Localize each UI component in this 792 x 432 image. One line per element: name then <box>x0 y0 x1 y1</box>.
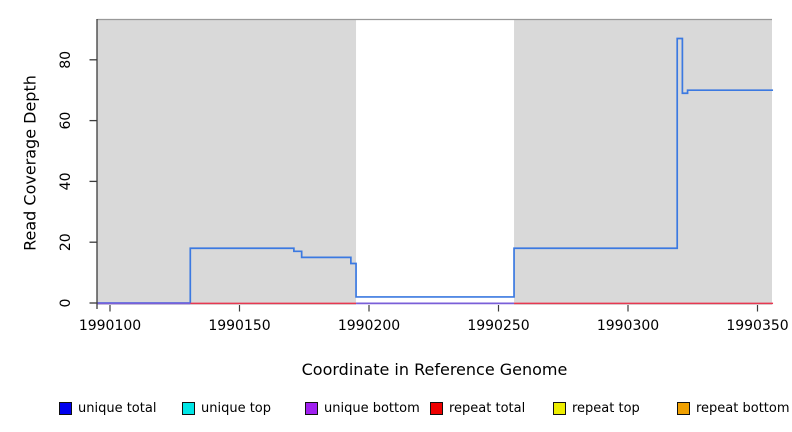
legend-swatch <box>430 401 443 415</box>
x-tick-label: 1990300 <box>597 318 659 334</box>
legend-item-repeat-total: repeat total <box>430 399 525 417</box>
x-tick-label: 1990250 <box>467 318 529 334</box>
y-tick-label: 60 <box>58 112 74 130</box>
legend-label: unique bottom <box>324 400 420 416</box>
legend-swatch <box>182 401 195 415</box>
x-tick-label: 1990200 <box>338 318 400 334</box>
x-axis-label: Coordinate in Reference Genome <box>301 360 568 379</box>
y-axis-label: Read Coverage Depth <box>20 75 40 251</box>
legend-item-repeat-top: repeat top <box>553 399 640 417</box>
x-tick-label: 1990100 <box>79 318 141 334</box>
y-tick-label: 0 <box>58 299 74 308</box>
x-tick-label: 1990150 <box>208 318 270 334</box>
legend-swatch <box>59 401 72 415</box>
legend-swatch <box>553 401 566 415</box>
legend-swatch <box>305 401 318 415</box>
legend-swatch <box>677 401 690 415</box>
y-tick-label: 80 <box>58 51 74 69</box>
coverage-step-line <box>97 37 774 304</box>
legend-label: repeat bottom <box>696 400 790 416</box>
legend-item-unique-top: unique top <box>182 399 271 417</box>
legend-item-unique-bottom: unique bottom <box>305 399 420 417</box>
legend-item-repeat-bottom: repeat bottom <box>677 399 790 417</box>
legend-label: unique top <box>201 400 272 416</box>
x-tick-label: 1990350 <box>726 318 788 334</box>
no-data-region <box>356 19 515 305</box>
legend-label: repeat total <box>449 400 526 416</box>
legend-label: repeat top <box>572 400 640 416</box>
legend: unique total unique top unique bottom repea… <box>0 399 792 419</box>
legend-item-unique-total: unique total <box>59 399 156 417</box>
y-tick-label: 20 <box>58 233 74 251</box>
y-tick-label: 40 <box>58 172 74 190</box>
legend-label: unique total <box>78 400 157 416</box>
